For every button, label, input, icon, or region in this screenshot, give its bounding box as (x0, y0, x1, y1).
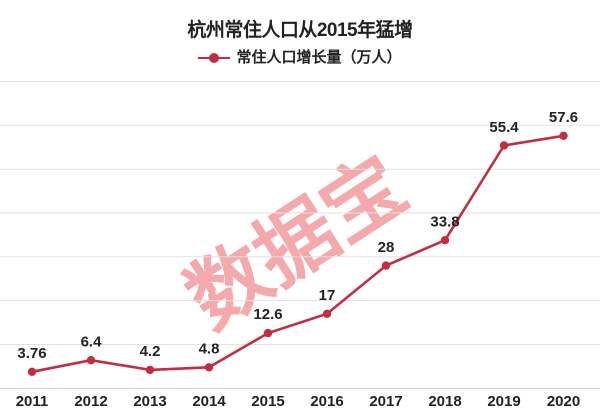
svg-text:28: 28 (378, 239, 395, 256)
svg-text:2011: 2011 (16, 393, 49, 410)
svg-text:55.4: 55.4 (489, 119, 519, 136)
svg-text:2017: 2017 (369, 393, 402, 410)
svg-text:2020: 2020 (547, 393, 580, 410)
svg-text:17: 17 (319, 287, 336, 304)
svg-text:4.8: 4.8 (199, 341, 220, 358)
svg-text:33.8: 33.8 (430, 214, 459, 231)
svg-text:6.4: 6.4 (81, 334, 103, 351)
svg-text:2019: 2019 (487, 393, 520, 410)
svg-text:2015: 2015 (251, 393, 284, 410)
svg-text:2018: 2018 (428, 393, 461, 410)
svg-text:57.6: 57.6 (549, 109, 578, 126)
svg-text:4.2: 4.2 (140, 343, 161, 360)
svg-text:2014: 2014 (192, 393, 226, 410)
svg-text:3.76: 3.76 (17, 345, 46, 362)
svg-text:12.6: 12.6 (253, 306, 282, 323)
svg-text:2012: 2012 (74, 393, 107, 410)
svg-text:2016: 2016 (310, 393, 343, 410)
svg-text:2013: 2013 (133, 393, 166, 410)
